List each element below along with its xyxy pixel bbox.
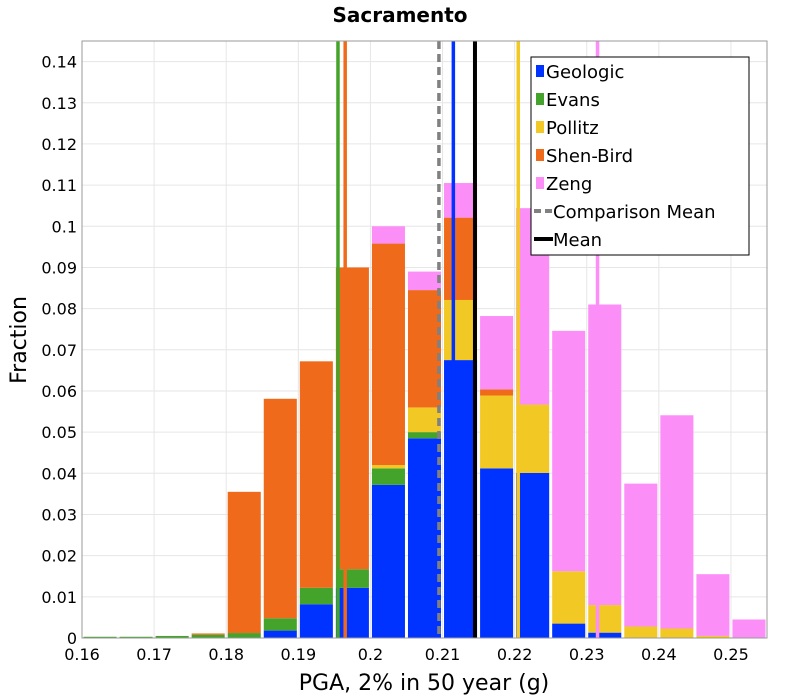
bar-pollitz — [444, 299, 478, 361]
bar-geologic — [371, 484, 405, 638]
x-tick-label: 0.23 — [569, 645, 605, 664]
y-axis-label: Fraction — [7, 296, 32, 384]
bar-pollitz — [588, 605, 622, 633]
chart-title: Sacramento — [332, 3, 467, 27]
y-tick-label: 0.05 — [41, 423, 77, 442]
y-axis-ticks: 0 0.01 0.02 0.03 0.04 0.05 0.06 0.07 0.08 0.09 0.1… — [41, 53, 77, 648]
bar-evans — [407, 432, 442, 439]
legend-label-pollitz: Pollitz — [546, 118, 599, 139]
bar-evans — [227, 633, 261, 638]
bar-geologic — [263, 630, 297, 638]
y-tick-label: 0.07 — [41, 341, 77, 360]
x-tick-label: 0.19 — [281, 645, 317, 664]
bar-pollitz — [696, 635, 730, 638]
bar-shen-bird — [444, 217, 478, 300]
legend-swatch-shen-bird — [536, 149, 544, 161]
bar-geologic — [516, 472, 550, 638]
y-tick-label: 0 — [67, 629, 77, 648]
bar-pollitz — [480, 395, 514, 469]
bar-zeng — [552, 330, 586, 572]
x-tick-label: 0.21 — [425, 645, 461, 664]
bar-pollitz — [660, 628, 694, 638]
bar-evans — [191, 634, 225, 638]
x-tick-label: 0.24 — [641, 645, 677, 664]
bar-evans — [299, 587, 333, 605]
legend-label-comparison-mean: Comparison Mean — [553, 202, 716, 223]
bar-zeng — [732, 619, 766, 638]
bar-geologic — [407, 438, 442, 638]
bar-geologic — [299, 604, 333, 638]
bar-evans — [263, 618, 297, 631]
x-tick-label: 0.2 — [358, 645, 383, 664]
bar-evans — [155, 635, 189, 638]
bar-pollitz — [552, 571, 586, 624]
legend-label-zeng: Zeng — [546, 174, 592, 195]
y-tick-label: 0.03 — [41, 505, 77, 524]
bar-zeng — [624, 483, 658, 627]
y-tick-label: 0.13 — [41, 94, 77, 113]
bar-geologic — [588, 632, 622, 638]
bar-pollitz — [371, 465, 405, 469]
x-axis-ticks: 0.16 0.17 0.18 0.19 0.2 0.21 0.22 0.23 0.24 0.25 — [64, 645, 749, 664]
x-tick-label: 0.18 — [208, 645, 244, 664]
bar-zeng — [407, 271, 442, 291]
bar-shen-bird — [263, 398, 297, 619]
bar-shen-bird — [407, 290, 442, 408]
y-tick-label: 0.14 — [41, 53, 77, 72]
mean-lines — [336, 41, 600, 638]
bar-geologic — [480, 468, 514, 638]
bar-evans — [119, 636, 153, 638]
bar-zeng — [660, 415, 694, 629]
bar-zeng — [588, 304, 622, 606]
bar-geologic — [335, 587, 369, 638]
histogram-bars — [83, 183, 766, 638]
legend-label-mean: Mean — [553, 230, 602, 251]
legend: Geologic Evans Pollitz Shen-Bird Zeng Compari… — [530, 56, 750, 256]
y-tick-label: 0.04 — [41, 464, 77, 483]
bar-shen-bird — [371, 243, 405, 466]
y-tick-label: 0.12 — [41, 135, 77, 154]
bar-shen-bird — [227, 491, 261, 634]
legend-box — [530, 56, 750, 256]
bar-geologic — [444, 360, 478, 638]
legend-swatch-pollitz — [536, 121, 544, 133]
bar-zeng — [480, 316, 514, 390]
legend-label-geologic: Geologic — [546, 62, 624, 83]
legend-label-evans: Evans — [546, 90, 600, 111]
bar-shen-bird — [191, 633, 225, 635]
bar-pollitz — [624, 626, 658, 638]
bar-zeng — [371, 226, 405, 244]
x-tick-label: 0.22 — [497, 645, 533, 664]
bar-geologic — [552, 623, 586, 638]
x-tick-label: 0.17 — [136, 645, 172, 664]
bar-pollitz — [407, 407, 442, 433]
legend-swatch-geologic — [536, 65, 544, 77]
bar-evans — [83, 636, 117, 638]
legend-swatch-zeng — [536, 177, 544, 189]
bar-zeng — [696, 574, 730, 636]
plot-frame — [81, 40, 768, 639]
y-tick-label: 0.08 — [41, 300, 77, 319]
y-tick-label: 0.01 — [41, 588, 77, 607]
legend-swatch-evans — [536, 93, 544, 105]
bar-shen-bird — [335, 267, 369, 570]
y-tick-label: 0.1 — [52, 217, 77, 236]
bar-shen-bird — [480, 389, 514, 396]
y-tick-label: 0.02 — [41, 547, 77, 566]
x-tick-label: 0.25 — [713, 645, 749, 664]
bar-pollitz — [516, 404, 550, 473]
legend-label-shen-bird: Shen-Bird — [546, 146, 633, 167]
y-tick-label: 0.11 — [41, 176, 77, 195]
y-tick-label: 0.09 — [41, 258, 77, 277]
bar-shen-bird — [299, 361, 333, 588]
x-axis-label: PGA, 2% in 50 year (g) — [299, 671, 550, 696]
bar-zeng — [444, 183, 478, 218]
bar-evans — [371, 468, 405, 485]
x-tick-label: 0.16 — [64, 645, 100, 664]
bar-evans — [335, 569, 369, 588]
y-tick-label: 0.06 — [41, 382, 77, 401]
